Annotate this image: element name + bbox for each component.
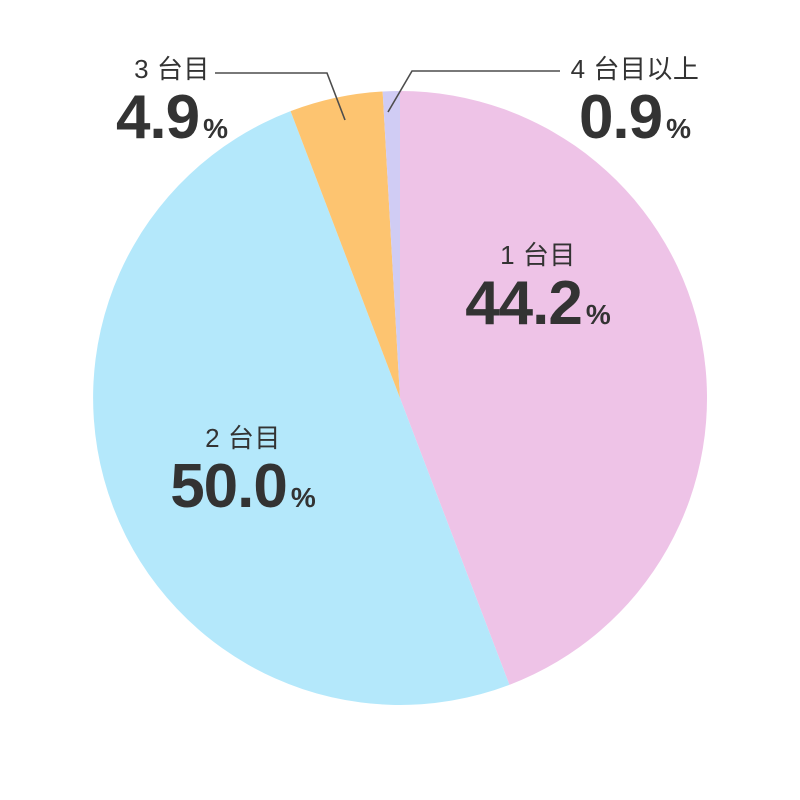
pie-slice-3 <box>290 91 400 399</box>
leader-line-4daime-ijou <box>387 70 560 113</box>
slice-value: 44.2 <box>465 269 583 338</box>
slice-value-line: 4.9% <box>52 86 292 166</box>
slice-value-line: 50.0% <box>123 455 363 535</box>
slice-label-4daime-ijou: 4 台目以上 0.9% <box>515 54 755 166</box>
slice-name: 3 台目 <box>134 54 210 84</box>
slice-label-1daime: 1 台目 44.2% <box>418 240 658 352</box>
slice-label-2daime: 2 台目 50.0% <box>123 423 363 535</box>
slice-name: 1 台目 <box>500 240 576 270</box>
leader-line-3daime <box>215 72 346 121</box>
percent-sign: % <box>290 482 316 513</box>
slice-value: 0.9 <box>578 83 663 152</box>
percent-sign: % <box>666 113 692 144</box>
percent-sign: % <box>203 113 229 144</box>
percent-sign: % <box>585 299 611 330</box>
slice-value-line: 0.9% <box>515 86 755 166</box>
slice-value-line: 44.2% <box>418 272 658 352</box>
slice-label-3daime: 3 台目 4.9% <box>52 54 292 166</box>
pie-slices <box>93 91 708 705</box>
pie-slice-2 <box>93 111 510 705</box>
slice-name: 4 台目以上 <box>570 54 700 84</box>
slice-name: 2 台目 <box>205 423 281 453</box>
pie-slice-4 <box>382 91 400 398</box>
slice-value: 4.9 <box>115 83 200 152</box>
slice-value: 50.0 <box>170 452 288 521</box>
pie-slice-1 <box>400 91 708 685</box>
